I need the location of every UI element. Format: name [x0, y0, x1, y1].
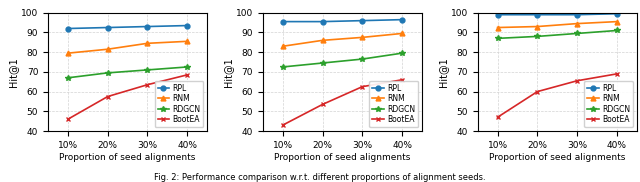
RDGCN	[319, 62, 326, 64]
Line: RDGCN: RDGCN	[65, 64, 190, 81]
BootEA	[398, 79, 406, 81]
RPL	[104, 26, 111, 29]
Line: RNM: RNM	[495, 19, 620, 30]
RDGCN	[279, 66, 287, 68]
RNM	[573, 23, 581, 25]
RNM	[358, 36, 366, 38]
RNM	[104, 48, 111, 50]
BootEA	[104, 95, 111, 98]
Line: BootEA: BootEA	[280, 77, 404, 128]
RDGCN	[493, 37, 501, 39]
RPL	[613, 13, 621, 15]
RPL	[358, 19, 366, 22]
RPL	[64, 27, 72, 30]
Y-axis label: Hit@1: Hit@1	[438, 57, 448, 87]
Legend: RPL, RNM, RDGCN, BootEA: RPL, RNM, RDGCN, BootEA	[369, 80, 418, 127]
RNM	[319, 39, 326, 41]
Line: RDGCN: RDGCN	[280, 50, 405, 70]
RPL	[573, 14, 581, 16]
RNM	[143, 42, 151, 44]
BootEA	[493, 116, 501, 118]
RNM	[534, 25, 541, 28]
RDGCN	[184, 66, 191, 68]
RPL	[534, 14, 541, 16]
RDGCN	[64, 77, 72, 79]
RPL	[398, 19, 406, 21]
BootEA	[534, 90, 541, 93]
BootEA	[613, 73, 621, 75]
Line: BootEA: BootEA	[495, 71, 620, 120]
BootEA	[319, 103, 326, 106]
BootEA	[184, 74, 191, 76]
Y-axis label: Hit@1: Hit@1	[223, 57, 233, 87]
BootEA	[64, 118, 72, 120]
RNM	[613, 21, 621, 23]
Line: RNM: RNM	[280, 31, 404, 49]
Legend: RPL, RNM, RDGCN, BootEA: RPL, RNM, RDGCN, BootEA	[584, 80, 633, 127]
BootEA	[358, 86, 366, 88]
RPL	[143, 25, 151, 28]
Legend: RPL, RNM, RDGCN, BootEA: RPL, RNM, RDGCN, BootEA	[155, 80, 204, 127]
RPL	[184, 24, 191, 27]
RNM	[398, 32, 406, 35]
Line: RPL: RPL	[495, 11, 620, 17]
RPL	[319, 21, 326, 23]
RDGCN	[143, 69, 151, 71]
RDGCN	[398, 52, 406, 54]
RDGCN	[613, 29, 621, 31]
RDGCN	[534, 35, 541, 37]
Line: RNM: RNM	[65, 39, 189, 56]
X-axis label: Proportion of seed alignments: Proportion of seed alignments	[274, 153, 411, 162]
BootEA	[573, 80, 581, 82]
Line: RPL: RPL	[65, 23, 189, 31]
RNM	[279, 45, 287, 47]
RPL	[493, 14, 501, 16]
Y-axis label: Hit@1: Hit@1	[8, 57, 19, 87]
RPL	[279, 21, 287, 23]
RDGCN	[104, 72, 111, 74]
RNM	[184, 40, 191, 42]
X-axis label: Proportion of seed alignments: Proportion of seed alignments	[489, 153, 625, 162]
Line: RDGCN: RDGCN	[495, 28, 620, 41]
RNM	[64, 52, 72, 54]
RDGCN	[358, 58, 366, 60]
RNM	[493, 26, 501, 29]
Line: BootEA: BootEA	[65, 72, 189, 122]
BootEA	[143, 84, 151, 86]
X-axis label: Proportion of seed alignments: Proportion of seed alignments	[60, 153, 196, 162]
Line: RPL: RPL	[280, 17, 404, 24]
Text: Fig. 2: Performance comparison w.r.t. different proportions of alignment seeds.: Fig. 2: Performance comparison w.r.t. di…	[154, 173, 486, 182]
BootEA	[279, 124, 287, 126]
RDGCN	[573, 32, 581, 35]
